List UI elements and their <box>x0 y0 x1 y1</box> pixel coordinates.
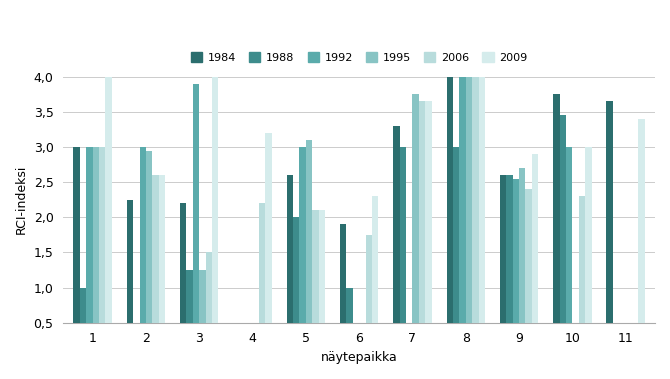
Bar <box>152 175 159 323</box>
Bar <box>466 77 472 323</box>
Bar <box>180 203 186 323</box>
Bar <box>453 147 460 323</box>
Bar <box>366 235 372 323</box>
Bar <box>399 147 406 323</box>
Bar <box>478 77 485 323</box>
Bar <box>92 147 99 323</box>
Bar <box>606 102 613 323</box>
Bar <box>212 77 218 323</box>
Bar <box>159 175 165 323</box>
Bar <box>460 77 466 323</box>
Bar <box>553 94 559 323</box>
Bar <box>146 150 152 323</box>
Bar <box>299 147 306 323</box>
Bar <box>372 196 379 323</box>
Bar <box>259 203 265 323</box>
Bar <box>139 147 146 323</box>
Bar <box>585 147 592 323</box>
Bar <box>472 77 478 323</box>
Bar <box>287 175 293 323</box>
Bar <box>293 217 299 323</box>
Bar <box>319 210 325 323</box>
Bar <box>413 94 419 323</box>
Bar <box>566 147 572 323</box>
Legend: 1984, 1988, 1992, 1995, 2006, 2009: 1984, 1988, 1992, 1995, 2006, 2009 <box>186 48 532 67</box>
Bar <box>199 270 206 323</box>
Bar <box>86 147 92 323</box>
Bar <box>193 84 199 323</box>
Bar <box>425 102 431 323</box>
Y-axis label: RCI-indeksi: RCI-indeksi <box>15 165 28 235</box>
Bar <box>105 77 112 323</box>
Bar <box>507 175 513 323</box>
Bar <box>186 270 193 323</box>
Bar <box>500 175 507 323</box>
Bar <box>346 288 352 323</box>
Bar <box>419 102 425 323</box>
Bar <box>519 168 525 323</box>
Bar <box>74 147 80 323</box>
Bar <box>525 189 532 323</box>
Bar <box>265 133 272 323</box>
Bar <box>206 252 212 323</box>
Bar <box>99 147 105 323</box>
Bar <box>513 179 519 323</box>
Bar <box>340 224 346 323</box>
Bar <box>579 196 585 323</box>
Bar <box>80 288 86 323</box>
Bar <box>306 140 312 323</box>
Bar <box>532 154 538 323</box>
Bar <box>127 200 133 323</box>
Bar <box>559 116 566 323</box>
Bar <box>447 77 453 323</box>
Bar <box>312 210 319 323</box>
Bar <box>639 119 645 323</box>
Bar <box>393 126 399 323</box>
X-axis label: näytepaikka: näytepaikka <box>321 351 397 364</box>
